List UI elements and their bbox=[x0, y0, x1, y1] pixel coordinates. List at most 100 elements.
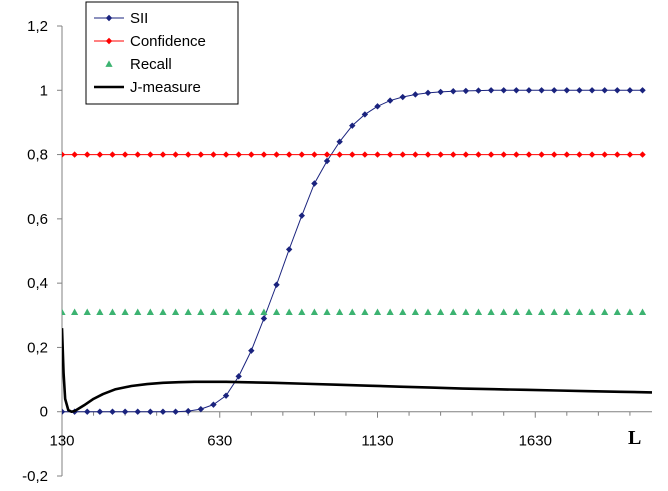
data-point-sii bbox=[273, 281, 280, 288]
data-point-sii bbox=[311, 180, 318, 187]
data-point-recall bbox=[184, 308, 192, 315]
data-point-recall bbox=[550, 308, 558, 315]
data-point-confidence bbox=[285, 151, 293, 158]
data-point-confidence bbox=[298, 151, 305, 158]
data-point-confidence bbox=[349, 151, 356, 158]
data-point-recall bbox=[134, 308, 142, 315]
data-point-recall bbox=[310, 308, 319, 315]
data-point-recall bbox=[336, 308, 344, 315]
data-point-sii bbox=[248, 347, 255, 354]
data-point-recall bbox=[563, 308, 571, 315]
data-point-confidence bbox=[538, 151, 545, 158]
data-point-recall bbox=[361, 308, 369, 315]
data-point-confidence bbox=[475, 151, 482, 158]
data-point-recall bbox=[525, 308, 533, 315]
data-point-recall bbox=[588, 308, 596, 315]
data-point-recall bbox=[323, 308, 331, 315]
data-point-confidence bbox=[109, 151, 116, 158]
data-point-sii bbox=[159, 408, 167, 415]
data-point-sii bbox=[626, 87, 634, 94]
x-tick-label: 1630 bbox=[519, 433, 552, 450]
data-point-confidence bbox=[273, 151, 280, 158]
data-point-sii bbox=[62, 408, 66, 415]
data-point-sii bbox=[576, 87, 583, 94]
data-point-confidence bbox=[197, 151, 205, 158]
legend-label-confidence: Confidence bbox=[130, 33, 206, 50]
data-point-recall bbox=[209, 308, 218, 315]
x-axis-label: L bbox=[628, 427, 641, 449]
y-tick-label: 0,2 bbox=[27, 339, 48, 356]
data-point-recall bbox=[462, 308, 470, 315]
data-point-sii bbox=[374, 103, 381, 110]
data-point-confidence bbox=[147, 151, 154, 158]
data-point-confidence bbox=[500, 151, 507, 158]
legend-entry-confidence: Confidence bbox=[94, 33, 206, 50]
series-j-measure bbox=[62, 328, 653, 414]
data-point-recall bbox=[575, 308, 584, 315]
data-point-confidence bbox=[71, 151, 78, 158]
data-point-sii bbox=[386, 97, 394, 104]
data-point-sii bbox=[462, 87, 470, 95]
data-point-confidence bbox=[513, 151, 520, 158]
data-point-sii bbox=[323, 157, 331, 165]
data-point-confidence bbox=[336, 151, 343, 158]
data-point-confidence bbox=[550, 151, 558, 158]
data-point-sii bbox=[147, 408, 154, 415]
data-point-confidence bbox=[185, 151, 192, 158]
data-point-recall bbox=[437, 308, 445, 315]
data-point-confidence bbox=[437, 151, 444, 158]
data-point-sii bbox=[525, 87, 533, 94]
series-recall bbox=[62, 308, 647, 315]
data-point-confidence bbox=[361, 151, 369, 158]
data-point-recall bbox=[512, 308, 520, 315]
data-point-confidence bbox=[134, 151, 141, 158]
x-tick-label: 1130 bbox=[361, 433, 393, 450]
data-point-recall bbox=[272, 308, 281, 315]
legend-entry-j-measure: J-measure bbox=[94, 79, 201, 96]
data-point-confidence bbox=[462, 151, 470, 158]
data-point-confidence bbox=[386, 151, 394, 158]
y-tick-label: 0,8 bbox=[27, 147, 48, 164]
data-point-confidence bbox=[121, 151, 129, 158]
data-point-confidence bbox=[487, 151, 495, 158]
data-point-recall bbox=[197, 308, 205, 315]
data-point-confidence bbox=[323, 151, 331, 158]
data-point-sii bbox=[172, 408, 179, 415]
y-tick-label: 0,6 bbox=[27, 211, 48, 228]
data-point-sii bbox=[500, 87, 507, 94]
data-point-recall bbox=[96, 308, 104, 315]
data-point-confidence bbox=[450, 151, 457, 158]
data-point-sii bbox=[336, 138, 343, 145]
data-point-confidence bbox=[588, 151, 596, 158]
data-point-sii bbox=[84, 408, 91, 415]
legend-marker-sii bbox=[105, 14, 113, 22]
data-point-confidence bbox=[601, 151, 608, 158]
data-point-recall bbox=[83, 308, 91, 315]
y-tick-label: -0,2 bbox=[22, 468, 48, 485]
data-point-recall bbox=[399, 308, 407, 315]
data-point-sii bbox=[450, 88, 457, 95]
data-point-sii bbox=[349, 122, 356, 129]
data-point-recall bbox=[108, 308, 117, 315]
data-point-sii bbox=[399, 93, 406, 101]
data-point-recall bbox=[171, 308, 180, 315]
data-point-confidence bbox=[563, 151, 571, 158]
data-point-recall bbox=[601, 308, 609, 315]
data-point-sii bbox=[185, 407, 192, 415]
y-tick-label: 1 bbox=[40, 82, 48, 99]
data-point-confidence bbox=[210, 151, 217, 158]
data-point-recall bbox=[247, 308, 255, 315]
data-point-recall bbox=[638, 308, 647, 315]
legend-marker-recall bbox=[105, 60, 113, 67]
data-point-sii bbox=[298, 212, 305, 219]
data-point-sii bbox=[235, 373, 242, 380]
data-point-sii bbox=[109, 408, 116, 415]
data-point-recall bbox=[386, 308, 394, 315]
data-point-recall bbox=[285, 308, 293, 315]
series-line-sii bbox=[62, 89, 643, 413]
data-point-sii bbox=[197, 405, 205, 413]
legend: SII Confidence Recall J-measure bbox=[85, 1, 239, 105]
data-point-recall bbox=[235, 308, 243, 315]
data-point-confidence bbox=[260, 151, 268, 158]
